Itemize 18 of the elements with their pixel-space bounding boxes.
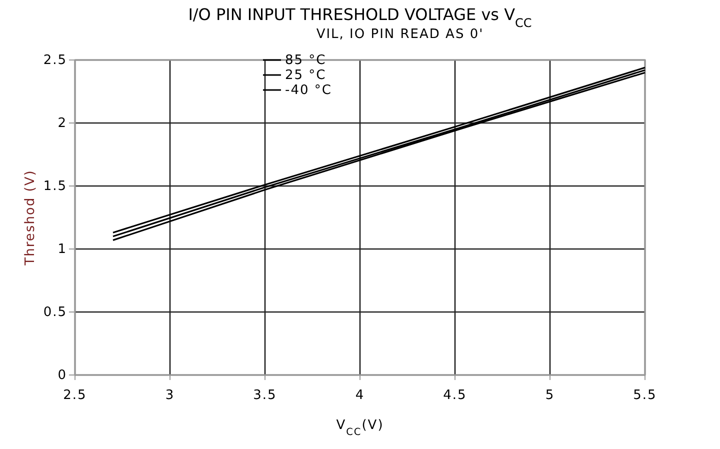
chart-subtitle: VIL, IO PIN READ AS 0' [316,27,484,42]
y-tick-label: 2.5 [43,53,67,68]
x-tick-label: 3 [165,388,175,403]
x-tick-label: 5 [545,388,555,403]
x-tick-label: 3.5 [253,388,277,403]
legend-label: 25 °C [285,68,326,83]
x-tick-label: 4.5 [443,388,467,403]
y-tick-label: 2 [58,116,67,131]
y-tick-label: 0 [58,368,67,383]
y-tick-label: 1 [58,242,67,257]
legend-label: 85 °C [285,53,326,68]
y-axis-title: Threshod (V) [23,170,38,266]
x-tick-label: 5.5 [633,388,657,403]
x-tick-label: 4 [355,388,365,403]
x-axis-title: V$_{CC}$(V) [336,418,384,438]
y-tick-label: 0.5 [43,305,67,320]
y-tick-label: 1.5 [43,179,67,194]
legend-label: -40 °C [285,83,332,98]
